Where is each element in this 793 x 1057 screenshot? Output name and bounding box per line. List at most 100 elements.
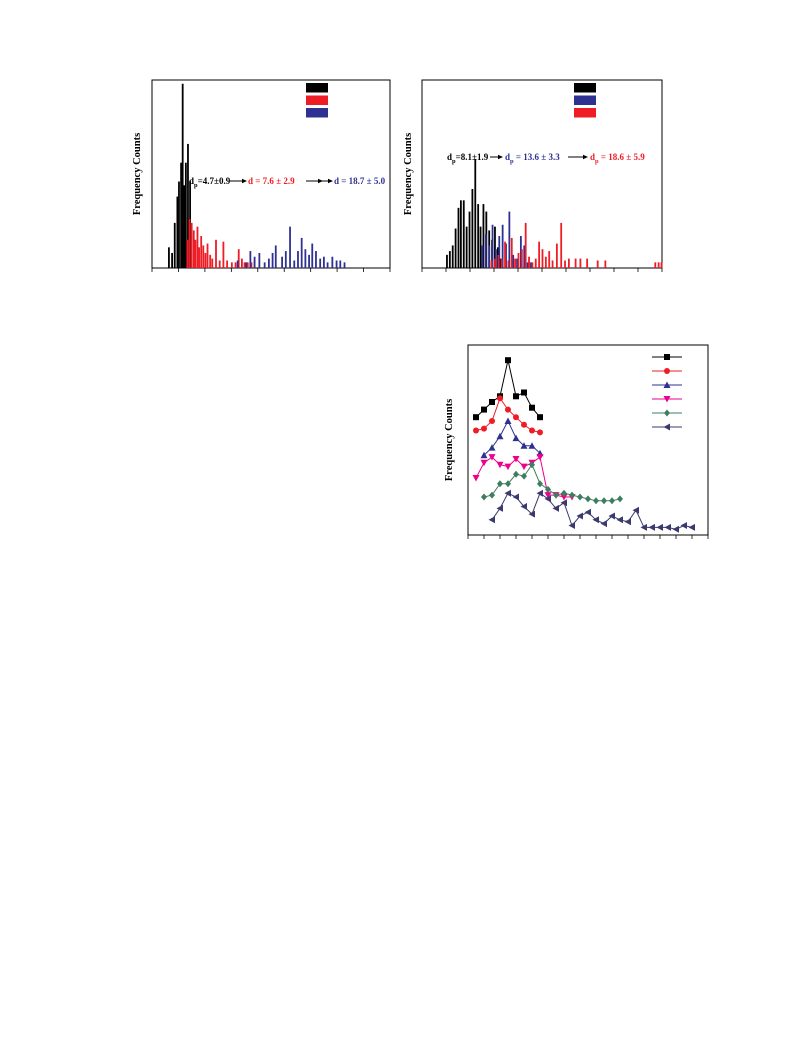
a-bar-red (188, 219, 191, 268)
b-arrow-head (498, 154, 503, 160)
b-bar-red (551, 260, 554, 268)
b-legend-swatch-black (574, 83, 596, 93)
a-annotation-dp3: d = 18.7 ± 5.0 (334, 176, 386, 186)
c-point-navy (576, 512, 583, 520)
b-bar-black (465, 226, 468, 268)
a-bar-blue (258, 252, 261, 268)
b-bar-blue (488, 245, 491, 268)
b-annotation-dp2: dp = 13.6 ± 3.3 (505, 152, 560, 165)
histogram-panel-b: Frequency Counts dp=8.1±1.9 dp = 13.6 ± 3.… (400, 70, 670, 280)
c-point-navy (520, 503, 527, 510)
a-bar-blue (304, 249, 307, 268)
b-bar-blue (491, 224, 494, 268)
c-point-navy (496, 504, 503, 512)
b-bar-red (538, 241, 541, 268)
c-point-navy (552, 504, 559, 512)
c-point-green (553, 491, 559, 499)
c-point-navy (488, 516, 495, 524)
c-point-green (489, 491, 495, 499)
a-bar-blue (293, 260, 296, 268)
a-bar-black (181, 83, 184, 268)
c-point-magenta (480, 459, 488, 467)
b-bar-red (534, 258, 537, 268)
a-legend-swatch-red (306, 95, 328, 105)
b-bar-red (541, 249, 544, 268)
b-bar-black (468, 211, 471, 268)
c-legend-marker-red (664, 368, 670, 374)
a-bar-blue (263, 262, 266, 268)
b-bar-blue (498, 236, 501, 268)
a-bar-blue (331, 256, 334, 268)
b-bar-red (520, 249, 523, 268)
a-bar-blue (236, 260, 239, 268)
b-bar-red (528, 256, 530, 268)
a-bar-red (250, 262, 253, 268)
b-annotation-dp1: dp=8.1±1.9 (447, 152, 489, 165)
b-bar-red (524, 222, 527, 268)
c-point-blue (528, 442, 536, 449)
a-bar-red (206, 243, 209, 268)
c-point-navy (672, 525, 679, 533)
b-bar-blue (519, 236, 522, 268)
c-y-axis-label: Frequency Counts (444, 399, 455, 481)
a-bar-blue (281, 256, 284, 268)
a-bar-blue (326, 262, 329, 268)
a-bar-black (171, 252, 173, 268)
c-point-navy (600, 520, 607, 528)
a-plot-frame (151, 79, 391, 269)
a-annotation-dp1: dp=4.7±0.9 (189, 176, 231, 189)
a-bar-blue (315, 251, 317, 268)
a-bar-red (192, 230, 195, 268)
a-bar-blue (284, 251, 287, 268)
b-bar-black (477, 204, 480, 268)
b-bar-black (454, 228, 457, 268)
c-point-green (561, 489, 567, 497)
b-bar-red (544, 256, 547, 268)
a-bar-blue (319, 258, 322, 268)
c-point-magenta (512, 456, 520, 463)
b-bar-blue (512, 254, 515, 268)
b-bar-red (567, 258, 570, 268)
b-annotation-dp3: dp = 18.6 ± 5.9 (590, 152, 645, 165)
c-point-magenta (472, 475, 480, 482)
b-bar-blue (526, 262, 529, 268)
c-point-green (601, 497, 607, 505)
a-legend-swatch-black (306, 83, 328, 93)
c-point-green (577, 493, 583, 501)
b-bar-red (500, 258, 503, 268)
c-point-blue (512, 434, 520, 442)
b-arrow-head (583, 154, 588, 160)
c-point-red (497, 395, 503, 402)
b-bar-blue (481, 245, 484, 268)
a-bar-red (222, 241, 225, 268)
histogram-panel-a: Frequency Counts dp=4.7±0.9 d = 7.6 ± 2.9 d… (128, 70, 393, 280)
c-point-red (481, 425, 487, 432)
c-point-black (481, 406, 487, 413)
a-bar-red (194, 239, 197, 268)
b-bar-red (560, 222, 563, 268)
line-chart-c: Frequency Counts (444, 344, 709, 539)
c-point-green (569, 491, 575, 499)
a-bar-red (241, 258, 243, 268)
b-bar-red (514, 258, 517, 268)
a-bar-blue (289, 226, 291, 268)
c-point-navy (504, 489, 511, 497)
a-bar-red (215, 239, 217, 268)
c-point-green (513, 470, 519, 478)
c-point-magenta (488, 454, 496, 461)
c-legend-marker-black (664, 354, 670, 360)
c-point-green (537, 480, 543, 488)
b-bar-black (471, 189, 474, 268)
a-bar-blue (339, 260, 342, 268)
c-point-red (537, 429, 543, 436)
b-bar-black (479, 226, 482, 268)
c-point-green (505, 480, 511, 488)
a-bar-red (204, 252, 207, 268)
a-bar-blue (274, 245, 277, 268)
c-point-magenta (536, 454, 544, 461)
a-bar-blue (253, 256, 256, 268)
c-point-blue (520, 442, 528, 449)
b-bar-blue (516, 258, 518, 268)
c-point-green (609, 497, 615, 505)
c-legend-marker-magenta (663, 396, 671, 403)
